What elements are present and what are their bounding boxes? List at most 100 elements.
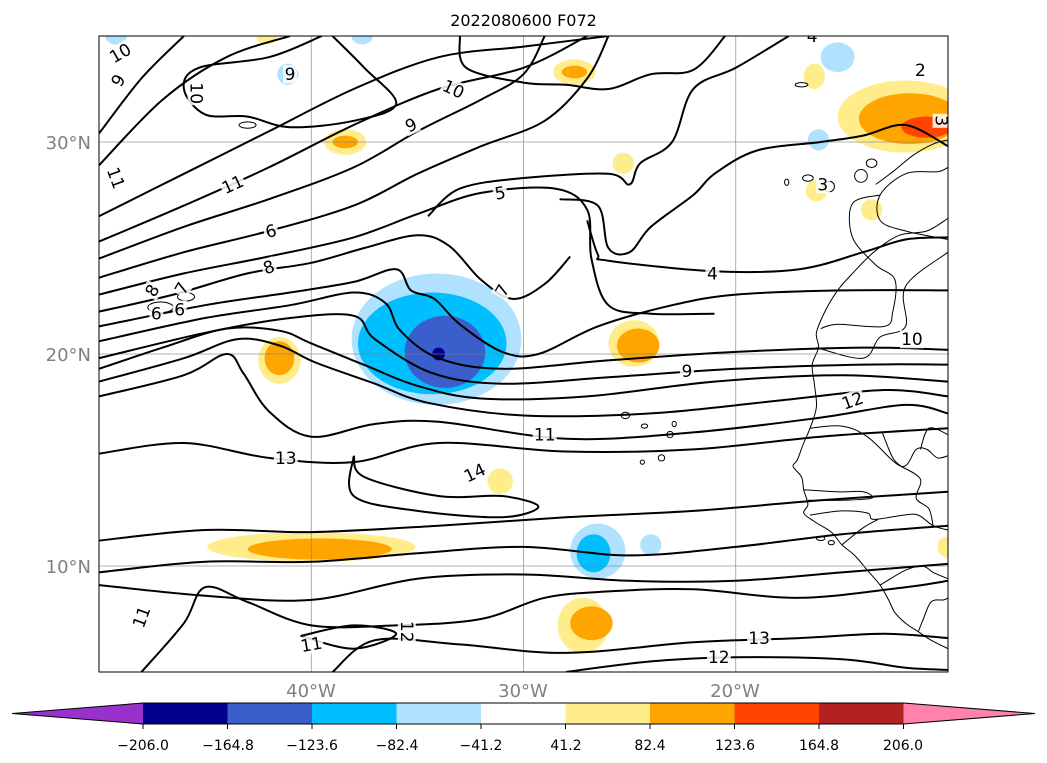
colorbar-tick-label: −123.6: [286, 738, 338, 754]
contour-label: 4: [707, 264, 718, 284]
contour-line: [99, 352, 948, 441]
gridlines: [99, 36, 948, 672]
contour-label-group: 11: [102, 163, 129, 193]
shaded-patch: [351, 36, 373, 45]
colorbar-extend-high: [903, 703, 1035, 724]
contour-label-gap: [128, 602, 154, 632]
contour-label-gap: [899, 330, 924, 349]
shaded-patch: [612, 152, 634, 174]
contour-label-group: 6: [261, 220, 280, 243]
contour-label-group: 12: [706, 648, 731, 668]
contour-label-gap: [460, 459, 490, 486]
contour-line: [300, 624, 398, 650]
contour-label: 9: [681, 362, 692, 382]
shaded-patch: [860, 199, 883, 221]
colorbar-bin: [650, 703, 735, 724]
contour-label-gap: [747, 629, 772, 648]
island-outline: [657, 454, 666, 462]
shaded-field: [105, 36, 948, 653]
colorbar-tick-label: 123.6: [715, 738, 755, 754]
colorbar-tick-label: 41.2: [550, 738, 581, 754]
contour-line: [182, 36, 398, 129]
contour-line: [99, 490, 948, 542]
shaded-patch: [820, 42, 855, 73]
island-outline: [671, 420, 677, 428]
contour-label-gap: [106, 69, 130, 92]
y-tick-label: 10°N: [46, 557, 91, 578]
contour-label-gap: [283, 65, 297, 84]
contour-label: 10: [901, 330, 923, 350]
contour-label-group: 8: [259, 256, 279, 279]
contour-label-gap: [297, 633, 325, 656]
contour-label-gap: [397, 619, 416, 644]
island-outline: [827, 540, 835, 546]
contour-label: 6: [263, 221, 279, 243]
chart-title: 2022080600 F072: [450, 11, 597, 30]
contour-line: [99, 326, 948, 401]
contour-label: 12: [396, 621, 416, 643]
contour-label-group: 4: [705, 264, 720, 284]
contour-label: 10: [186, 82, 206, 104]
contour-label: 6: [151, 305, 162, 325]
coastline: [809, 425, 948, 467]
coastline: [809, 510, 948, 531]
contour-label: 13: [275, 449, 297, 469]
map-frame: [98, 35, 949, 673]
coastline: [919, 427, 948, 450]
contour-label-gap: [149, 304, 164, 323]
contour-label: 6: [174, 301, 185, 321]
contour-label-gap: [805, 36, 820, 45]
contour-label: 11: [299, 634, 324, 657]
x-tick-label: 30°W: [498, 681, 548, 702]
colorbar-tick-label: −82.4: [376, 738, 419, 754]
contour-label: 3: [817, 175, 828, 195]
contour-label-group: 13: [747, 629, 772, 649]
contour-label-group: 9: [400, 113, 422, 137]
contour-label-gap: [261, 220, 280, 242]
contour-label-group: 3: [815, 175, 830, 195]
colorbar-tick-label: −164.8: [202, 738, 254, 754]
island-outline: [640, 423, 649, 429]
contour-label-gap: [103, 163, 129, 193]
contour-label-gap: [679, 362, 694, 380]
contour-line: [586, 220, 948, 274]
contour-line: [99, 234, 571, 313]
shaded-patch: [570, 606, 613, 641]
contour-line: [99, 186, 715, 316]
shaded-patch: [247, 538, 392, 560]
island-outline: [794, 82, 809, 88]
coastline: [820, 194, 897, 330]
colorbar-bin: [734, 703, 820, 724]
x-tick-label: 40°W: [286, 681, 336, 702]
contour-label-gap: [273, 448, 298, 467]
contour-label-group: 4: [805, 36, 820, 47]
colorbar-tick-label: −206.0: [117, 738, 169, 754]
contour-line: [348, 455, 540, 519]
x-tick-label: 20°W: [710, 681, 760, 702]
contour-label-gap: [140, 279, 164, 301]
island-outline: [639, 459, 645, 465]
contour-label-group: 11: [297, 633, 325, 657]
colorbar-bin: [396, 703, 482, 724]
contour-label-gap: [438, 75, 469, 103]
contour-line: [99, 291, 948, 370]
shaded-patch: [807, 129, 830, 151]
contour-line: [99, 36, 291, 166]
coastline: [816, 251, 948, 359]
colorbar-bin: [312, 703, 397, 724]
contour-label-group: 2: [913, 60, 928, 81]
shaded-patch: [487, 468, 513, 494]
colorbar-bin: [565, 703, 651, 724]
contour-label-gap: [218, 171, 248, 198]
coastline: [841, 518, 879, 546]
contour-line: [427, 36, 790, 217]
contour-label: 2: [915, 61, 926, 81]
contour-label-gap: [705, 264, 720, 283]
shaded-patch: [256, 36, 278, 45]
island-outline: [238, 121, 257, 129]
colorbar-tick-label: 164.8: [799, 738, 839, 754]
coastline: [792, 217, 948, 650]
contour-label-group: 6: [149, 304, 164, 325]
